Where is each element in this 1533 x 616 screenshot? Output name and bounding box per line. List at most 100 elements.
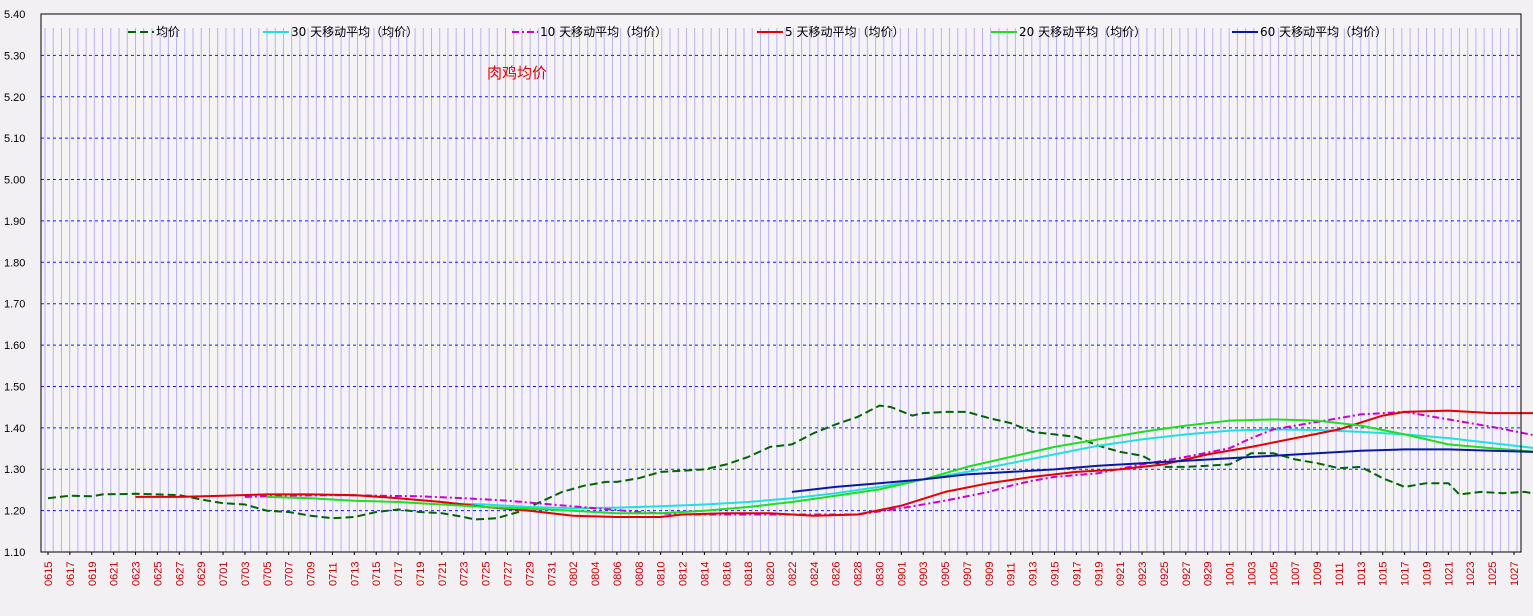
x-tick-label: 1011 [1334, 562, 1346, 586]
x-tick-label: 1009 [1312, 562, 1324, 586]
y-tick-label: 5.20 [4, 92, 25, 104]
x-tick-label: 0621 [109, 562, 121, 586]
x-tick-label: 0707 [284, 562, 296, 586]
x-tick-label: 0705 [262, 562, 274, 586]
x-tick-label: 0806 [612, 562, 624, 586]
x-tick-label: 0818 [743, 562, 755, 586]
x-tick-label: 1023 [1465, 562, 1477, 586]
x-tick-label: 0713 [349, 562, 361, 586]
x-tick-label: 0703 [240, 562, 252, 586]
x-tick-label: 0615 [43, 562, 55, 586]
x-tick-label: 0810 [656, 562, 668, 586]
x-tick-label: 1027 [1509, 562, 1521, 586]
x-tick-label: 0915 [1050, 562, 1062, 586]
x-tick-label: 1021 [1443, 562, 1455, 586]
x-tick-label: 0923 [1137, 562, 1149, 586]
x-tick-label: 0629 [196, 562, 208, 586]
x-tick-label: 0812 [678, 562, 690, 586]
y-tick-label: 5.10 [4, 133, 25, 145]
x-tick-label: 0925 [1159, 562, 1171, 586]
series-lines [47, 404, 1533, 521]
legend-label: 5 天移动平均（均价） [785, 25, 904, 39]
series-line [441, 428, 1533, 510]
bar-hatching [44, 28, 1518, 552]
x-tick-label: 0901 [896, 562, 908, 586]
legend-label: 60 天移动平均（均价） [1260, 25, 1387, 39]
x-tick-label: 0623 [131, 562, 143, 586]
series-line [47, 404, 1533, 521]
x-tick-label: 0830 [874, 562, 886, 586]
series-line [135, 409, 1533, 518]
y-tick-label: 1.50 [4, 381, 25, 393]
y-tick-label: 5.00 [4, 175, 25, 187]
x-tick-label: 0917 [1071, 562, 1083, 586]
x-tick-label: 0816 [721, 562, 733, 586]
x-tick-label: 0715 [371, 562, 383, 586]
x-tick-label: 1007 [1290, 562, 1302, 586]
x-tick-label: 0727 [502, 562, 514, 586]
legend-label: 30 天移动平均（均价） [291, 25, 418, 39]
x-tick-label: 0828 [853, 562, 865, 586]
x-tick-label: 1017 [1400, 562, 1412, 586]
x-tick-label: 0907 [962, 562, 974, 586]
chart-title: 肉鸡均价 [487, 64, 547, 82]
series-line [266, 418, 1533, 515]
x-axis-ticks: 0615 0617 0619 0621 0623 0625 0627 0629 0701 0703… [43, 552, 1521, 586]
x-tick-label: 0725 [481, 562, 493, 586]
y-tick-label: 5.40 [4, 9, 25, 21]
x-tick-label: 0826 [831, 562, 843, 586]
x-tick-label: 0625 [152, 562, 164, 586]
x-tick-label: 0929 [1203, 562, 1215, 586]
x-tick-label: 0802 [568, 562, 580, 586]
y-tick-label: 1.10 [4, 547, 25, 559]
plot-frame [40, 13, 1522, 553]
x-tick-label: 0814 [699, 562, 711, 586]
x-tick-label: 1013 [1356, 562, 1368, 586]
legend-label: 均价 [156, 25, 180, 39]
x-tick-label: 0927 [1181, 562, 1193, 586]
x-tick-label: 0909 [984, 562, 996, 586]
x-tick-label: 0731 [546, 562, 558, 586]
y-axis-ticks: 1.10 1.20 1.30 1.40 1.50 1.60 1.70 1.80 1.90 5.00… [4, 9, 25, 559]
x-tick-label: 0808 [634, 562, 646, 586]
y-tick-label: 1.40 [4, 423, 25, 435]
x-tick-label: 1015 [1378, 562, 1390, 586]
x-tick-label: 0627 [174, 562, 186, 586]
y-tick-label: 1.60 [4, 340, 25, 352]
x-tick-label: 0617 [65, 562, 77, 586]
x-tick-label: 0723 [459, 562, 471, 586]
x-tick-label: 0824 [809, 562, 821, 586]
legend-label: 20 天移动平均（均价） [1019, 25, 1146, 39]
x-tick-label: 1003 [1246, 562, 1258, 586]
y-tick-label: 1.20 [4, 506, 25, 518]
x-tick-label: 1019 [1421, 562, 1433, 586]
x-tick-label: 1005 [1268, 562, 1280, 586]
x-tick-label: 0729 [524, 562, 536, 586]
y-tick-label: 1.90 [4, 216, 25, 228]
plot-area [41, 14, 1521, 552]
x-tick-label: 0619 [87, 562, 99, 586]
series-line [791, 448, 1533, 493]
x-tick-label: 1001 [1225, 562, 1237, 586]
series-line [244, 410, 1533, 516]
x-tick-label: 0911 [1006, 562, 1018, 586]
x-tick-label: 0719 [415, 562, 427, 586]
y-tick-label: 1.70 [4, 299, 25, 311]
x-tick-label: 1025 [1487, 562, 1499, 586]
x-tick-label: 0921 [1115, 562, 1127, 586]
gridlines [41, 54, 1521, 512]
legend: 均价 30 天移动平均（均价） 10 天移动平均（均价） 5 天移动平均（均价） 20 … [128, 25, 1387, 39]
y-tick-label: 5.30 [4, 50, 25, 62]
x-tick-label: 0919 [1093, 562, 1105, 586]
x-tick-label: 0822 [787, 562, 799, 586]
x-tick-label: 0701 [218, 562, 230, 586]
y-tick-label: 1.30 [4, 464, 25, 476]
x-tick-label: 0820 [765, 562, 777, 586]
x-tick-label: 0903 [918, 562, 930, 586]
x-tick-label: 0721 [437, 562, 449, 586]
x-tick-label: 0913 [1028, 562, 1040, 586]
y-tick-label: 1.80 [4, 257, 25, 269]
x-tick-label: 0717 [393, 562, 405, 586]
legend-label: 10 天移动平均（均价） [540, 25, 667, 39]
